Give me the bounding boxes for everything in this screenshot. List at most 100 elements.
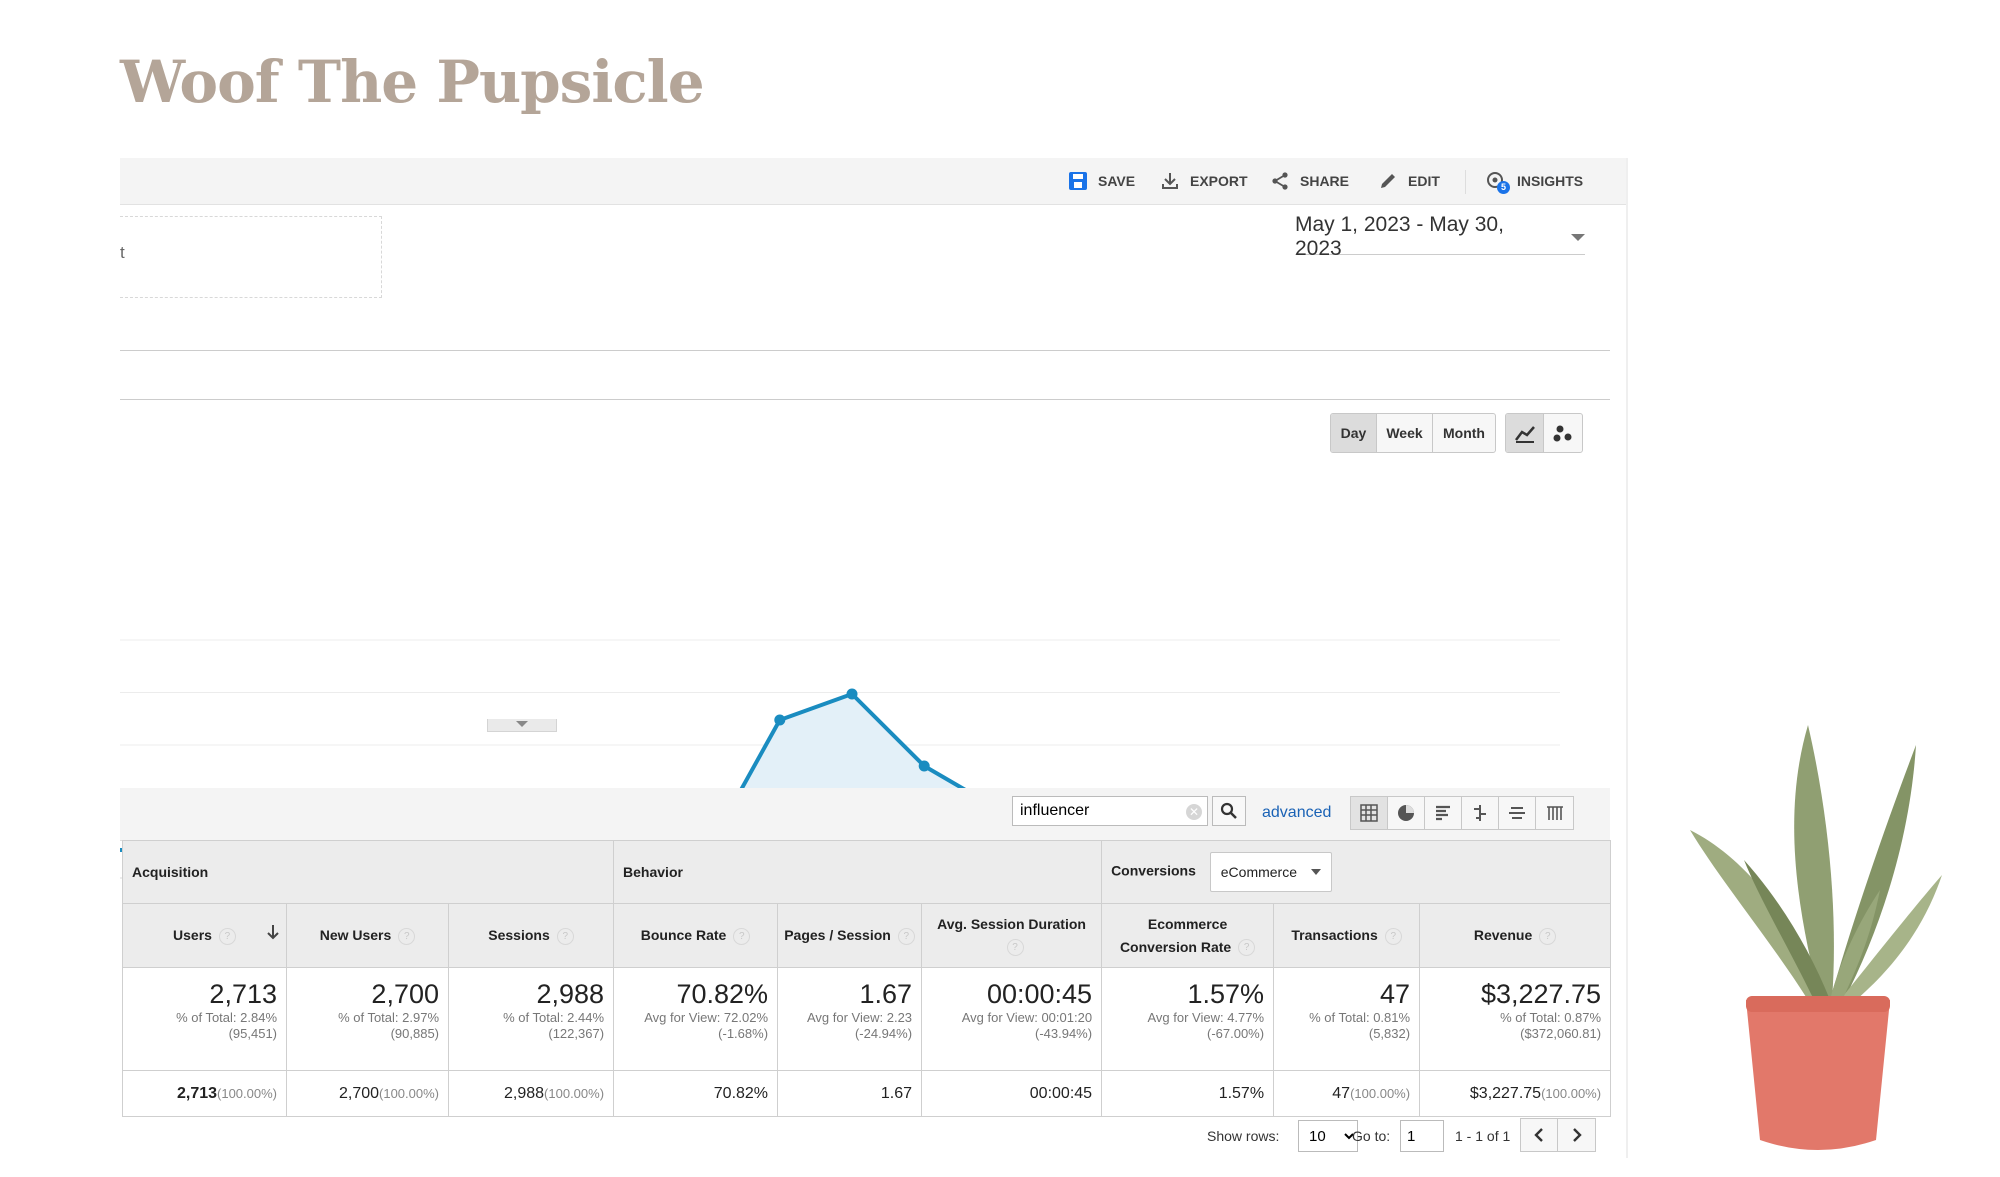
total-value: 2,700 [371, 979, 439, 1009]
help-icon[interactable]: ? [1238, 939, 1256, 957]
total-cell: 1.57% Avg for View: 4.77% (-67.00%) [1101, 967, 1275, 1071]
column-header-label: Revenue [1473, 927, 1533, 943]
total-subline: % of Total: 0.87% [1500, 1010, 1602, 1025]
table-cell: 2,713(100.00%) [122, 1070, 287, 1117]
table-view-toggle [1350, 796, 1574, 830]
total-subline: % of Total: 2.44% [503, 1010, 605, 1025]
day-button[interactable]: Day [1331, 414, 1377, 452]
total-subline: (5,832) [1368, 1026, 1411, 1041]
chart-resize-handle[interactable] [487, 719, 557, 732]
report-table: Acquisition Behavior Conversions eCommer… [121, 840, 1612, 1117]
advanced-filter-link[interactable]: advanced [1262, 804, 1332, 821]
search-button[interactable] [1212, 796, 1246, 826]
total-value: 00:00:45 [986, 979, 1093, 1009]
segment-box[interactable]: t [120, 216, 382, 298]
pagination-nav [1520, 1118, 1596, 1152]
table-cell: $3,227.75(100.00%) [1419, 1070, 1612, 1117]
pivot-view-button[interactable] [1536, 797, 1573, 829]
total-subline: (95,451) [228, 1026, 277, 1041]
chevron-down-icon [1571, 233, 1585, 241]
cell-percentage: (100.00%) [217, 1085, 277, 1101]
column-header[interactable]: Users? [122, 903, 287, 968]
date-range-label: May 1, 2023 - May 30, 2023 [1295, 213, 1504, 260]
table-cell: 00:00:45 [921, 1070, 1103, 1117]
total-value: $3,227.75 [1480, 979, 1602, 1009]
prev-page-button[interactable] [1521, 1119, 1558, 1151]
term-cloud-view-button[interactable] [1499, 797, 1536, 829]
chevron-down-icon [1311, 869, 1322, 875]
help-icon[interactable]: ? [1006, 939, 1024, 957]
export-label: EXPORT [1190, 173, 1248, 189]
behavior-group-header: Behavior [613, 840, 1103, 904]
conversions-select-value: eCommerce [1220, 864, 1298, 880]
column-header[interactable]: Ecommerce Conversion Rate? [1101, 903, 1275, 968]
cell-value: 2,700 [338, 1084, 380, 1102]
goto-label: Go to: [1352, 1128, 1391, 1144]
line-chart-button[interactable] [1506, 414, 1544, 452]
cell-percentage: (100.00%) [379, 1085, 439, 1101]
insights-button[interactable]: 5 INSIGHTS [1485, 158, 1583, 204]
comparison-icon [1474, 805, 1486, 821]
goto-input[interactable] [1400, 1120, 1444, 1152]
month-button[interactable]: Month [1443, 425, 1485, 441]
help-icon[interactable]: ? [218, 927, 236, 945]
sort-descending-icon[interactable] [266, 924, 280, 940]
clear-search-icon[interactable]: ✕ [1186, 804, 1202, 820]
help-icon[interactable]: ? [398, 927, 416, 945]
percentage-view-button[interactable] [1388, 797, 1425, 829]
data-point [918, 760, 930, 772]
conversions-goal-select[interactable]: eCommerce [1209, 852, 1333, 892]
table-cell: 2,988(100.00%) [447, 1070, 615, 1117]
total-subline: % of Total: 0.81% [1309, 1010, 1411, 1025]
column-header[interactable]: New Users? [286, 903, 449, 968]
show-rows-select[interactable]: 10 [1298, 1120, 1358, 1152]
help-icon[interactable]: ? [556, 927, 574, 945]
table-cell: 47(100.00%) [1273, 1070, 1421, 1117]
column-header[interactable]: Transactions? [1273, 903, 1421, 968]
edit-button[interactable]: EDIT [1378, 158, 1440, 204]
conversions-group-header: Conversions eCommerce [1101, 840, 1612, 904]
motion-chart-button[interactable] [1544, 414, 1582, 452]
totals-row: 2,713% of Total: 2.84% (95,451) 2,700% of … [122, 967, 1612, 1071]
pivot-icon [1546, 806, 1563, 820]
segment-text: t [120, 243, 125, 262]
help-icon[interactable]: ? [1539, 927, 1557, 945]
export-button[interactable]: EXPORT [1160, 158, 1248, 204]
save-button[interactable]: SAVE [1068, 158, 1135, 204]
column-header-label: Transactions [1291, 927, 1378, 943]
table-row[interactable]: 2,713(100.00%) 2,700(100.00%) 2,988(100.00… [122, 1070, 1612, 1117]
help-icon[interactable]: ? [733, 927, 751, 945]
date-range-picker[interactable]: May 1, 2023 - May 30, 2023 [1295, 213, 1585, 260]
column-header[interactable]: Avg. Session Duration? [921, 903, 1103, 968]
pie-chart-icon [1398, 805, 1414, 821]
data-view-button[interactable] [1351, 797, 1388, 829]
column-header[interactable]: Revenue? [1419, 903, 1612, 968]
chevron-down-icon [516, 721, 528, 727]
term-cloud-icon [1509, 807, 1525, 819]
pencil-icon [1381, 174, 1395, 188]
acquisition-group-header: Acquisition [121, 840, 615, 904]
week-button[interactable]: Week [1377, 414, 1433, 452]
line-chart-icon [1514, 426, 1535, 443]
grid-table-icon [1360, 804, 1378, 822]
search-input[interactable] [1012, 796, 1208, 826]
column-header[interactable]: Pages / Session? [777, 903, 923, 968]
next-page-button[interactable] [1558, 1119, 1595, 1151]
cell-value: 1.67 [880, 1084, 913, 1102]
share-button[interactable]: SHARE [1270, 158, 1349, 204]
data-point [846, 688, 858, 700]
column-header-label: Pages / Session [784, 927, 891, 943]
download-icon [1162, 173, 1178, 189]
total-subline: (-24.94%) [854, 1026, 913, 1041]
divider [120, 350, 1610, 351]
comparison-view-button[interactable] [1462, 797, 1499, 829]
column-header[interactable]: Sessions? [447, 903, 615, 968]
column-header[interactable]: Bounce Rate? [613, 903, 779, 968]
help-icon[interactable]: ? [1384, 927, 1402, 945]
potted-plant-illustration [1690, 725, 1942, 1150]
total-value: 2,988 [536, 979, 605, 1009]
performance-view-button[interactable] [1425, 797, 1462, 829]
report-toolbar: SAVE EXPORT SHARE EDIT 5 INSIGHTS [120, 158, 1626, 205]
total-cell: $3,227.75% of Total: 0.87% ($372,060.81) [1419, 967, 1612, 1071]
help-icon[interactable]: ? [897, 927, 915, 945]
